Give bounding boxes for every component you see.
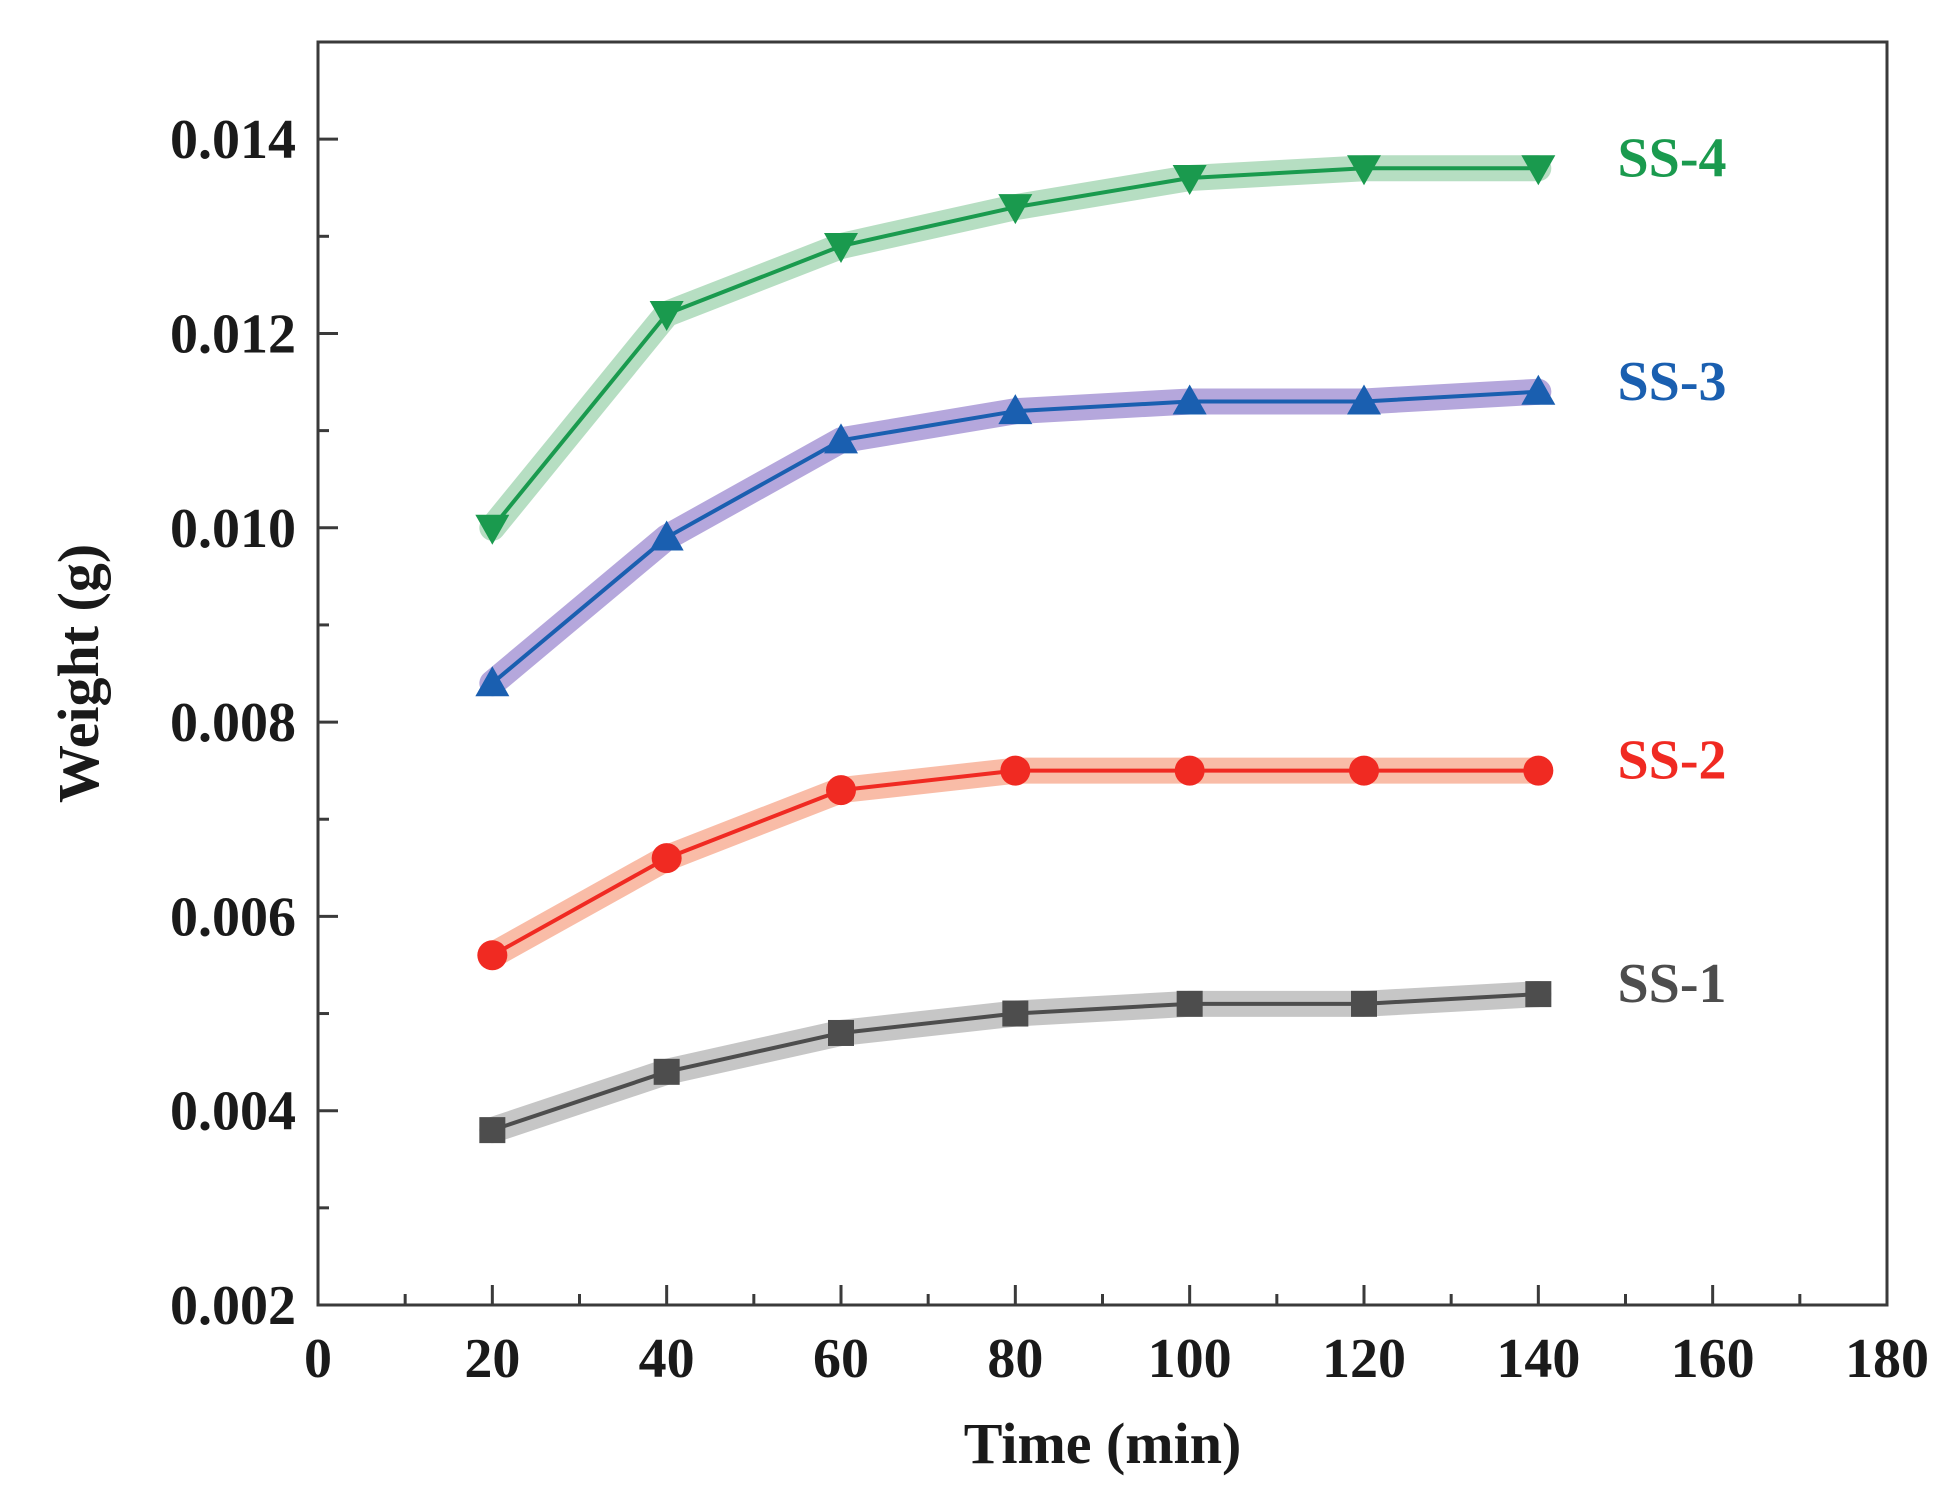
data-point <box>998 394 1033 425</box>
x-axis-tick-labels: 0 20 40 60 80 100 120 140 160 180 <box>304 1328 1929 1390</box>
y-tick-label: 0.006 <box>170 886 296 948</box>
x-tick-label: 20 <box>464 1328 520 1390</box>
data-point <box>1351 990 1377 1017</box>
error-band <box>479 757 1552 969</box>
data-point <box>1521 155 1556 186</box>
data-point <box>1172 384 1207 415</box>
data-point <box>824 233 858 264</box>
y-tick-label: 0.008 <box>170 692 296 754</box>
data-point <box>475 666 510 697</box>
series-markers <box>475 155 1556 1144</box>
x-tick-label: 180 <box>1845 1328 1929 1390</box>
series-labels: SS-1 SS-2 SS-3 SS-4 <box>1618 127 1727 1015</box>
x-axis-ticks <box>316 1285 1889 1305</box>
y-axis-title: Weight (g) <box>46 544 111 803</box>
data-point <box>828 1019 854 1046</box>
x-tick-label: 160 <box>1671 1328 1755 1390</box>
data-point <box>1002 1000 1029 1027</box>
y-tick-label: 0.014 <box>170 109 296 171</box>
y-tick-label: 0.002 <box>170 1275 296 1337</box>
data-point <box>998 194 1033 225</box>
series-label: SS-2 <box>1618 730 1727 792</box>
data-point <box>651 843 682 874</box>
y-axis-ticks <box>318 40 338 1307</box>
data-point <box>1349 755 1379 786</box>
y-tick-label: 0.012 <box>170 303 296 365</box>
series-label: SS-3 <box>1618 351 1727 413</box>
x-tick-label: 140 <box>1496 1328 1580 1390</box>
x-tick-label: 100 <box>1148 1328 1232 1390</box>
series-label: SS-1 <box>1618 953 1727 1015</box>
x-tick-label: 40 <box>639 1328 695 1390</box>
series-label: SS-4 <box>1618 127 1727 189</box>
data-point <box>1521 374 1556 405</box>
data-point <box>479 1117 506 1144</box>
error-band <box>479 378 1552 697</box>
x-tick-label: 120 <box>1322 1328 1406 1390</box>
data-point <box>1172 165 1207 196</box>
data-point <box>1523 755 1554 786</box>
data-point <box>653 1058 680 1085</box>
data-point <box>826 775 856 806</box>
data-point <box>649 301 684 332</box>
x-tick-label: 80 <box>987 1328 1043 1390</box>
y-tick-label: 0.004 <box>170 1081 296 1143</box>
data-point <box>1176 990 1203 1017</box>
data-point <box>477 940 508 971</box>
y-axis-tick-labels: 0.002 0.004 0.006 0.008 0.010 0.012 0.014 <box>170 109 296 1337</box>
data-point <box>475 514 510 545</box>
data-point <box>1174 755 1205 786</box>
x-tick-label: 0 <box>304 1328 332 1390</box>
data-point <box>649 520 684 551</box>
x-axis-title: Time (min) <box>964 1411 1242 1476</box>
error-bands <box>479 155 1552 1144</box>
y-tick-label: 0.010 <box>170 498 296 560</box>
series-lines <box>490 166 1539 1133</box>
data-point <box>1525 981 1552 1008</box>
data-point <box>1347 384 1381 415</box>
data-point <box>1000 755 1031 786</box>
data-point <box>1347 155 1381 186</box>
data-point <box>824 423 858 454</box>
x-tick-label: 60 <box>813 1328 869 1390</box>
